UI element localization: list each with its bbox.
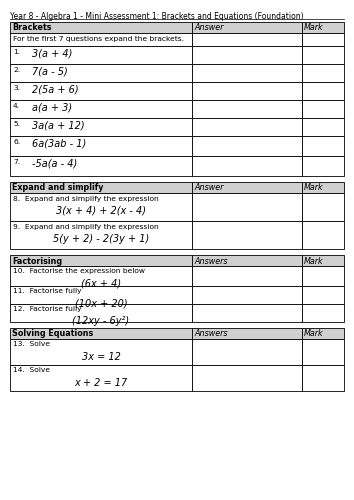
Text: 6a(3ab - 1): 6a(3ab - 1) — [32, 138, 86, 148]
Bar — [302, 255, 344, 266]
Text: 2(5a + 6): 2(5a + 6) — [32, 84, 79, 94]
Bar — [302, 339, 344, 365]
Bar — [192, 33, 302, 46]
Text: 12.  Factorise fully: 12. Factorise fully — [13, 306, 82, 312]
Bar — [192, 22, 302, 33]
Text: (10x + 20): (10x + 20) — [75, 298, 127, 308]
Bar — [192, 136, 302, 156]
Bar — [10, 221, 192, 249]
Bar — [302, 33, 344, 46]
Bar — [10, 46, 192, 64]
Bar — [192, 328, 302, 339]
Bar — [302, 182, 344, 193]
Bar — [192, 266, 302, 286]
Bar — [10, 182, 192, 193]
Text: (6x + 4): (6x + 4) — [81, 278, 121, 288]
Bar — [302, 136, 344, 156]
Text: Solving Equations: Solving Equations — [12, 330, 93, 338]
Bar — [192, 221, 302, 249]
Bar — [302, 46, 344, 64]
Bar — [10, 64, 192, 82]
Text: 7(a - 5): 7(a - 5) — [32, 66, 68, 76]
Bar — [302, 156, 344, 176]
Bar — [10, 266, 192, 286]
Bar — [302, 64, 344, 82]
Text: 3(a + 4): 3(a + 4) — [32, 48, 72, 58]
Bar — [10, 365, 192, 391]
Text: 2.: 2. — [13, 66, 20, 72]
Bar — [192, 46, 302, 64]
Bar — [302, 328, 344, 339]
Bar — [10, 136, 192, 156]
Bar — [192, 339, 302, 365]
Text: 4.: 4. — [13, 102, 20, 108]
Text: Mark: Mark — [304, 330, 324, 338]
Text: x + 2 = 17: x + 2 = 17 — [74, 378, 128, 388]
Bar — [302, 118, 344, 136]
Text: Mark: Mark — [304, 24, 324, 32]
Bar — [192, 156, 302, 176]
Bar — [192, 82, 302, 100]
Text: 3x = 12: 3x = 12 — [81, 352, 120, 362]
Bar — [10, 328, 192, 339]
Bar — [302, 304, 344, 322]
Bar — [192, 64, 302, 82]
Text: Answers: Answers — [194, 330, 228, 338]
Bar — [10, 33, 192, 46]
Bar — [10, 118, 192, 136]
Text: 3(x + 4) + 2(x - 4): 3(x + 4) + 2(x - 4) — [56, 206, 146, 216]
Text: Answer: Answer — [194, 184, 223, 192]
Bar — [10, 255, 192, 266]
Bar — [192, 193, 302, 221]
Text: 11.  Factorise fully: 11. Factorise fully — [13, 288, 82, 294]
Text: 5.: 5. — [13, 120, 20, 126]
Text: 7.: 7. — [13, 158, 20, 164]
Bar — [192, 286, 302, 304]
Bar — [192, 100, 302, 118]
Text: 5(y + 2) - 2(3y + 1): 5(y + 2) - 2(3y + 1) — [53, 234, 149, 243]
Bar — [302, 365, 344, 391]
Text: Expand and simplify: Expand and simplify — [12, 184, 103, 192]
Text: 3.: 3. — [13, 84, 20, 90]
Bar — [10, 339, 192, 365]
Text: 8.  Expand and simplify the expression: 8. Expand and simplify the expression — [13, 196, 159, 202]
Text: 3a(a + 12): 3a(a + 12) — [32, 120, 85, 130]
Text: Answer: Answer — [194, 24, 223, 32]
Bar — [192, 182, 302, 193]
Bar — [10, 193, 192, 221]
Bar — [302, 82, 344, 100]
Bar — [192, 304, 302, 322]
Bar — [302, 266, 344, 286]
Text: 10.  Factorise the expression below: 10. Factorise the expression below — [13, 268, 145, 274]
Bar — [10, 100, 192, 118]
Text: 9.  Expand and simplify the expression: 9. Expand and simplify the expression — [13, 224, 159, 230]
Bar — [192, 118, 302, 136]
Text: Factorising: Factorising — [12, 256, 62, 266]
Bar — [192, 365, 302, 391]
Text: Answers: Answers — [194, 256, 228, 266]
Bar — [10, 82, 192, 100]
Text: -5a(a - 4): -5a(a - 4) — [32, 158, 77, 168]
Text: (12xy - 6y²): (12xy - 6y²) — [73, 316, 130, 326]
Bar — [10, 286, 192, 304]
Bar — [10, 156, 192, 176]
Bar — [302, 286, 344, 304]
Bar — [302, 193, 344, 221]
Bar — [10, 304, 192, 322]
Text: 6.: 6. — [13, 138, 20, 144]
Bar — [192, 255, 302, 266]
Text: Mark: Mark — [304, 256, 324, 266]
Text: Year 8 - Algebra 1 - Mini Assessment 1: Brackets and Equations (Foundation): Year 8 - Algebra 1 - Mini Assessment 1: … — [10, 12, 304, 21]
Text: a(a + 3): a(a + 3) — [32, 102, 72, 113]
Bar — [302, 22, 344, 33]
Text: 1.: 1. — [13, 48, 20, 54]
Bar — [302, 221, 344, 249]
Text: 13.  Solve: 13. Solve — [13, 342, 50, 347]
Bar — [302, 100, 344, 118]
Text: For the first 7 questions expand the brackets.: For the first 7 questions expand the bra… — [13, 36, 184, 42]
Text: 14.  Solve: 14. Solve — [13, 368, 50, 374]
Text: Brackets: Brackets — [12, 24, 51, 32]
Text: Mark: Mark — [304, 184, 324, 192]
Bar — [10, 22, 192, 33]
